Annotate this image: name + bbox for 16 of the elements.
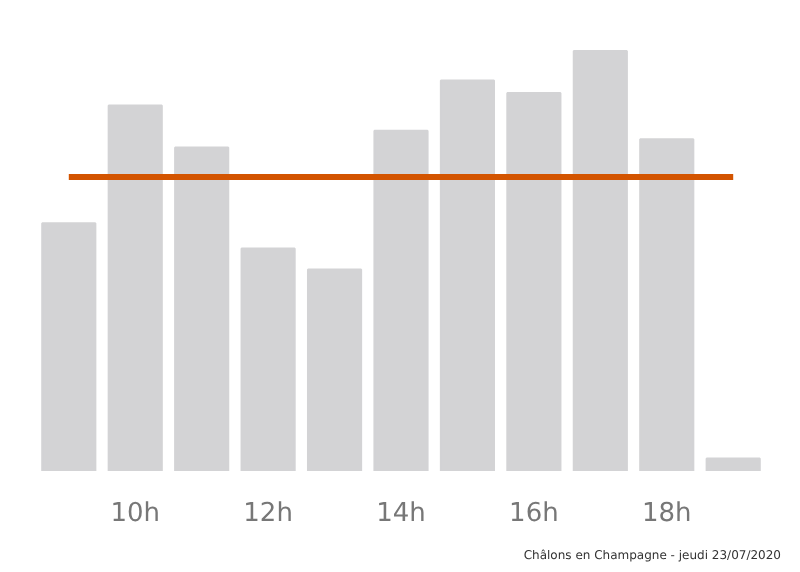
bar — [506, 92, 562, 471]
bar — [705, 457, 761, 471]
bar — [639, 138, 695, 471]
x-tick-label: 10h — [110, 499, 161, 529]
x-tick-label: 18h — [641, 499, 692, 529]
bar — [373, 129, 429, 471]
bar — [41, 222, 97, 471]
bar — [572, 50, 628, 471]
bar — [174, 146, 230, 471]
bar — [240, 247, 296, 471]
bar — [107, 104, 163, 471]
x-tick-label: 12h — [243, 499, 293, 529]
bar — [439, 79, 496, 471]
x-tick-label: 16h — [509, 499, 559, 529]
x-tick-label: 14h — [376, 499, 426, 529]
bar — [306, 268, 363, 471]
